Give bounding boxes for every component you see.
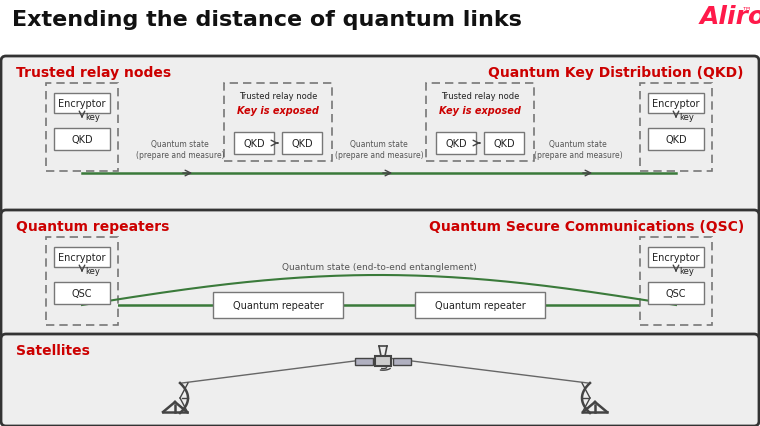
FancyBboxPatch shape (436, 132, 476, 155)
Text: Quantum state
(prepare and measure): Quantum state (prepare and measure) (534, 140, 622, 160)
Text: Extending the distance of quantum links: Extending the distance of quantum links (12, 10, 522, 30)
FancyBboxPatch shape (648, 282, 704, 304)
FancyBboxPatch shape (213, 292, 343, 318)
FancyBboxPatch shape (375, 356, 391, 366)
FancyBboxPatch shape (1, 57, 759, 215)
Text: QKD: QKD (71, 135, 93, 145)
Text: Quantum state
(prepare and measure): Quantum state (prepare and measure) (136, 140, 224, 160)
Text: Quantum Secure Communications (QSC): Quantum Secure Communications (QSC) (429, 219, 744, 233)
Text: key: key (85, 267, 100, 276)
FancyBboxPatch shape (484, 132, 524, 155)
Text: Quantum state
(prepare and measure): Quantum state (prepare and measure) (334, 140, 423, 160)
Text: Trusted relay node: Trusted relay node (239, 92, 317, 101)
Text: Satellites: Satellites (16, 343, 90, 357)
FancyBboxPatch shape (640, 84, 712, 172)
Text: key: key (679, 113, 694, 122)
FancyBboxPatch shape (46, 84, 118, 172)
FancyBboxPatch shape (46, 237, 118, 325)
FancyBboxPatch shape (54, 282, 110, 304)
Text: Aliro: Aliro (700, 5, 760, 29)
Text: QKD: QKD (243, 139, 264, 149)
FancyBboxPatch shape (282, 132, 322, 155)
FancyBboxPatch shape (224, 84, 332, 161)
Text: Quantum state (end-to-end entanglement): Quantum state (end-to-end entanglement) (282, 262, 477, 271)
Text: key: key (679, 267, 694, 276)
Text: QSC: QSC (666, 288, 686, 298)
FancyBboxPatch shape (234, 132, 274, 155)
Text: Key is exposed: Key is exposed (237, 106, 319, 116)
Text: QKD: QKD (493, 139, 515, 149)
Text: Encryptor: Encryptor (652, 253, 700, 262)
Text: Key is exposed: Key is exposed (439, 106, 521, 116)
Text: QKD: QKD (291, 139, 313, 149)
Text: Quantum repeater: Quantum repeater (435, 300, 525, 310)
Text: Quantum Key Distribution (QKD): Quantum Key Distribution (QKD) (489, 66, 744, 80)
Text: Quantum repeaters: Quantum repeaters (16, 219, 169, 233)
FancyBboxPatch shape (648, 94, 704, 114)
Text: key: key (85, 113, 100, 122)
Text: Encryptor: Encryptor (59, 99, 106, 109)
FancyBboxPatch shape (648, 129, 704, 151)
FancyBboxPatch shape (1, 210, 759, 338)
FancyBboxPatch shape (426, 84, 534, 161)
FancyBboxPatch shape (54, 248, 110, 268)
Text: Trusted relay node: Trusted relay node (441, 92, 519, 101)
Text: Encryptor: Encryptor (59, 253, 106, 262)
Text: QSC: QSC (71, 288, 92, 298)
FancyBboxPatch shape (415, 292, 545, 318)
FancyBboxPatch shape (648, 248, 704, 268)
FancyBboxPatch shape (393, 358, 411, 365)
Text: Encryptor: Encryptor (652, 99, 700, 109)
Text: Quantum repeater: Quantum repeater (233, 300, 323, 310)
FancyBboxPatch shape (54, 129, 110, 151)
FancyBboxPatch shape (54, 94, 110, 114)
FancyBboxPatch shape (355, 358, 373, 365)
Text: QKD: QKD (445, 139, 467, 149)
Text: ™: ™ (742, 5, 752, 15)
FancyBboxPatch shape (1, 334, 759, 426)
Text: QKD: QKD (665, 135, 687, 145)
Text: Trusted relay nodes: Trusted relay nodes (16, 66, 171, 80)
FancyBboxPatch shape (640, 237, 712, 325)
